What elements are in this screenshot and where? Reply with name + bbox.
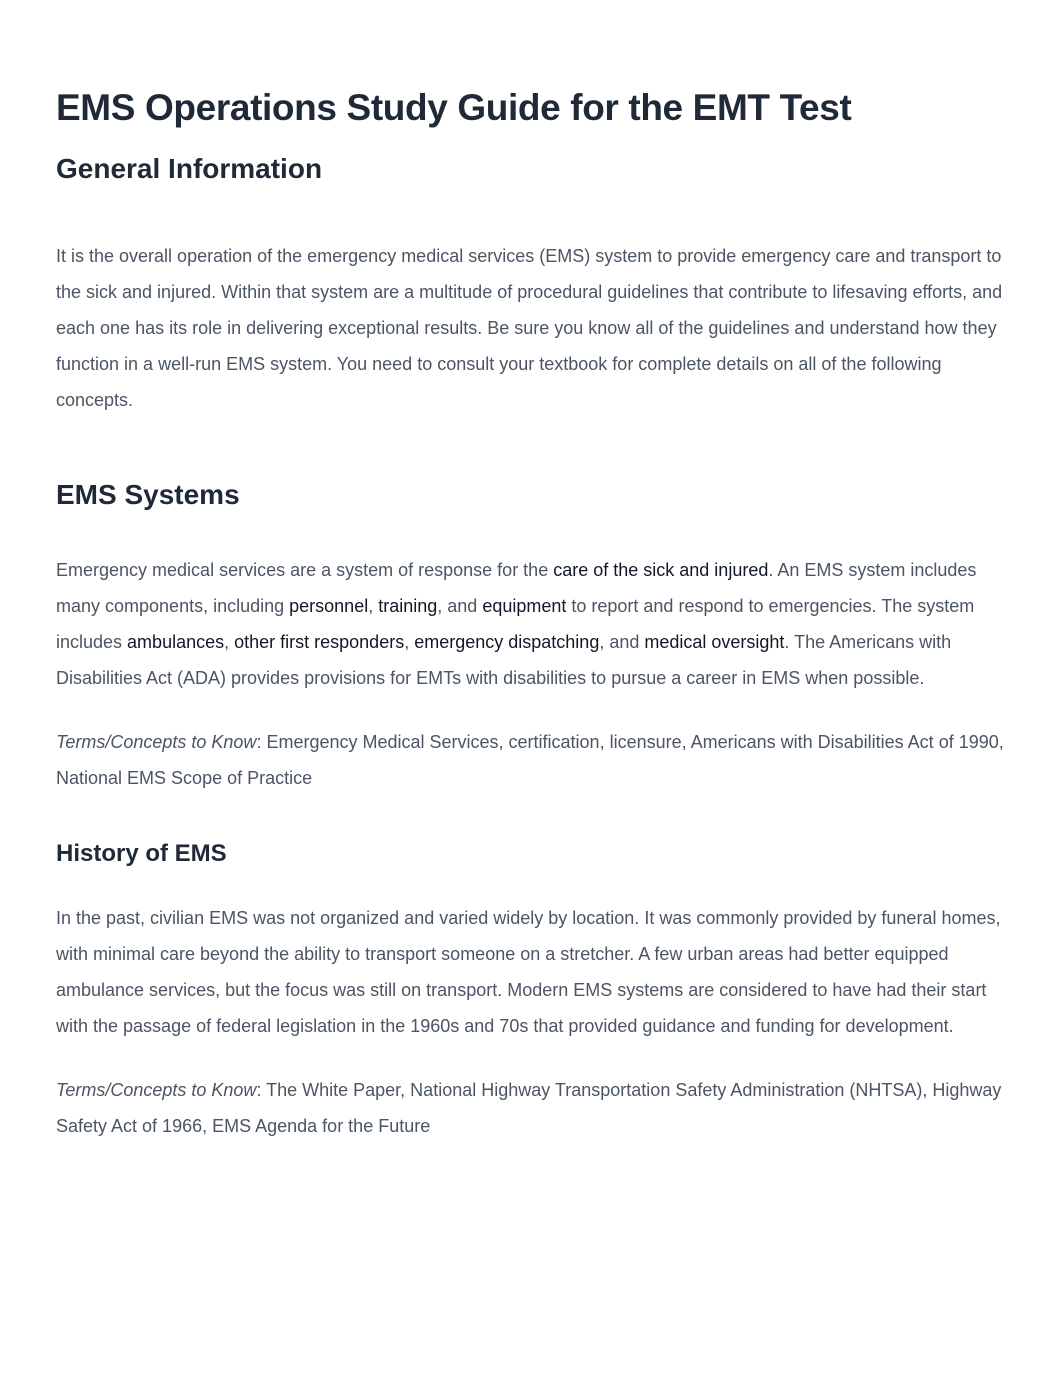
page-title: EMS Operations Study Guide for the EMT T… bbox=[56, 80, 1006, 136]
ems-systems-body: Emergency medical services are a system … bbox=[56, 552, 1006, 696]
section-heading-history: History of EMS bbox=[56, 836, 1006, 872]
intro-paragraph: It is the overall operation of the emerg… bbox=[56, 238, 1006, 418]
highlight-personnel: personnel bbox=[289, 596, 368, 616]
highlight-oversight: medical oversight bbox=[644, 632, 784, 652]
history-body: In the past, civilian EMS was not organi… bbox=[56, 900, 1006, 1044]
highlight-training: training bbox=[378, 596, 437, 616]
body-text: , and bbox=[437, 596, 482, 616]
highlight-responders: other first responders bbox=[234, 632, 404, 652]
ems-systems-terms: Terms/Concepts to Know: Emergency Medica… bbox=[56, 724, 1006, 796]
body-text: , bbox=[224, 632, 234, 652]
highlight-equipment: equipment bbox=[482, 596, 566, 616]
terms-label: Terms/Concepts to Know bbox=[56, 732, 256, 752]
terms-label: Terms/Concepts to Know bbox=[56, 1080, 256, 1100]
page-subtitle: General Information bbox=[56, 148, 1006, 190]
highlight-care: care of the sick and injured bbox=[553, 560, 768, 580]
body-text: Emergency medical services are a system … bbox=[56, 560, 553, 580]
section-heading-ems-systems: EMS Systems bbox=[56, 474, 1006, 516]
highlight-dispatching: emergency dispatching bbox=[414, 632, 599, 652]
body-text: , bbox=[368, 596, 378, 616]
history-terms: Terms/Concepts to Know: The White Paper,… bbox=[56, 1072, 1006, 1144]
highlight-ambulances: ambulances bbox=[127, 632, 224, 652]
body-text: , bbox=[404, 632, 414, 652]
body-text: , and bbox=[599, 632, 644, 652]
